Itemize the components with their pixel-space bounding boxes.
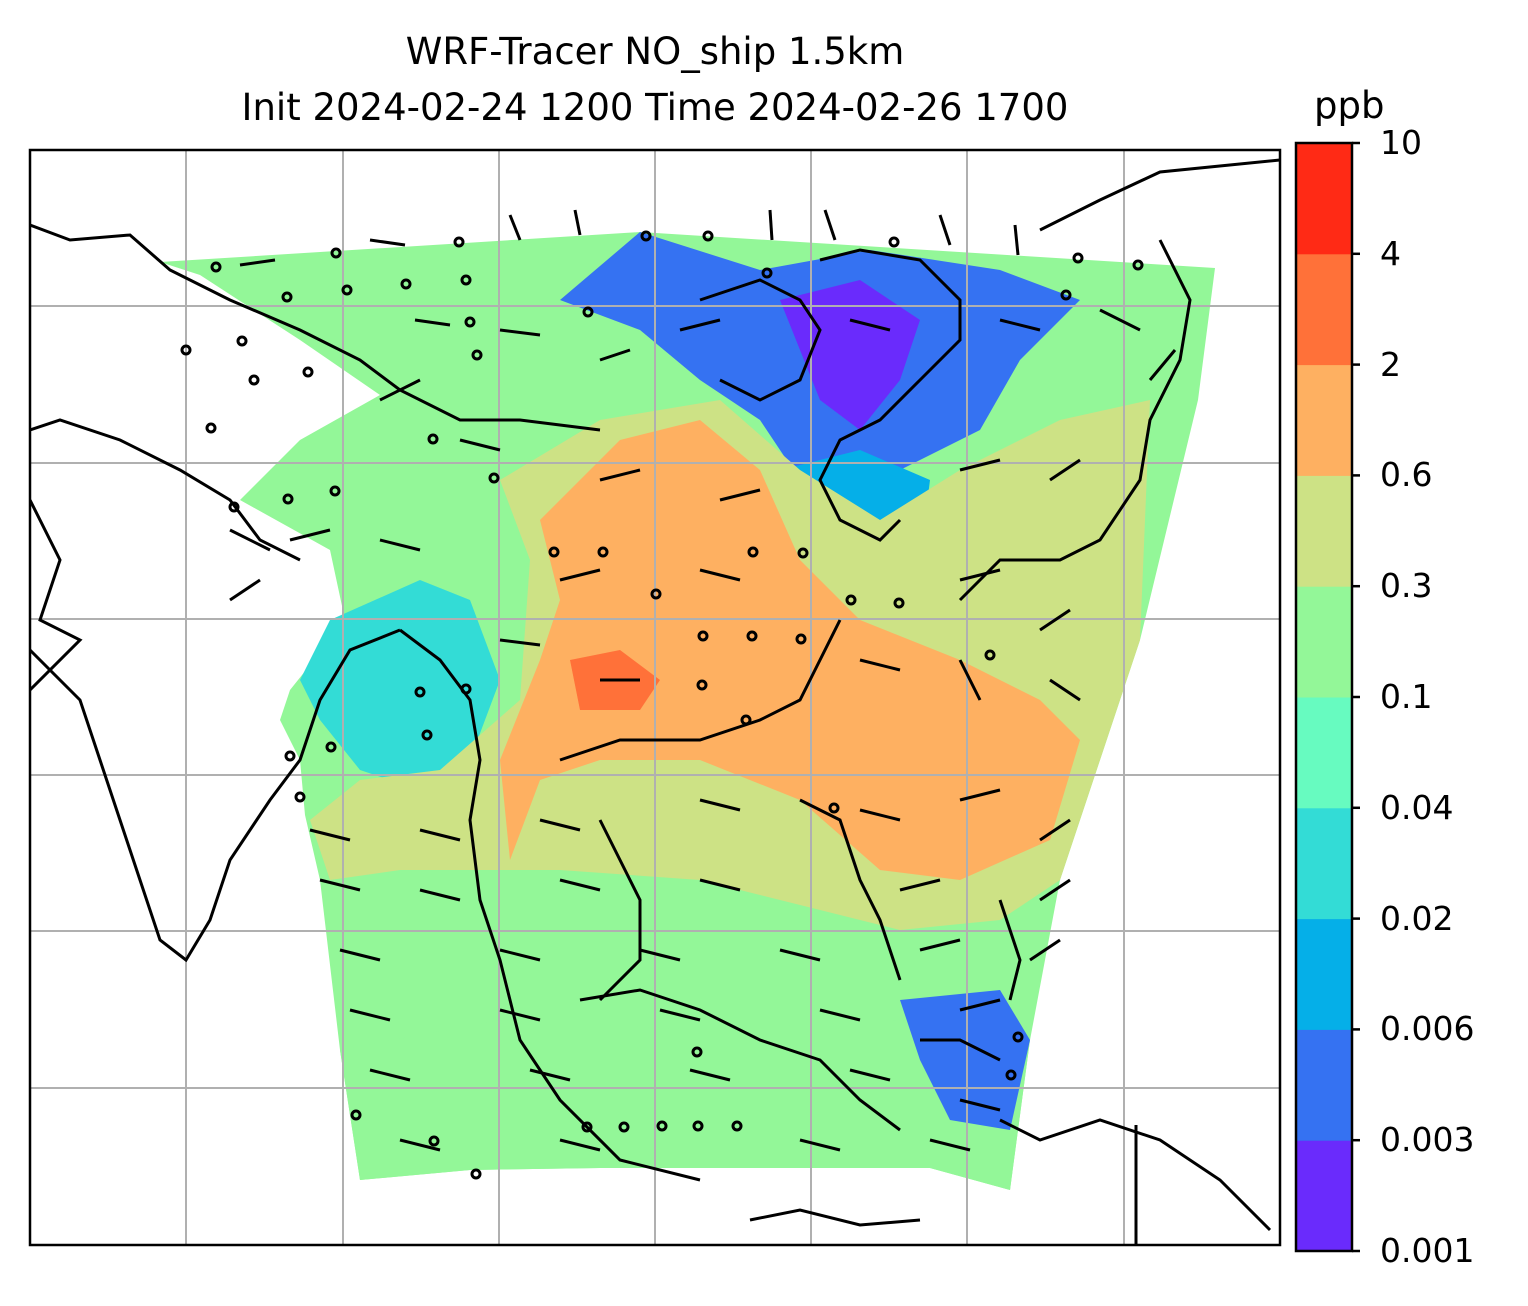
calm-wind-circles bbox=[180, 230, 1144, 1180]
very-low-region bbox=[780, 280, 920, 430]
colorbar-segment bbox=[1296, 1140, 1352, 1252]
colorbar-tick-label: 2 bbox=[1380, 344, 1401, 384]
south-band bbox=[340, 1020, 1030, 1190]
colorbar-tick-label: 10 bbox=[1380, 123, 1422, 162]
colorbar-tick-label: 0.003 bbox=[1380, 1120, 1475, 1160]
colorbar-tick-label: 0.006 bbox=[1380, 1009, 1475, 1049]
colorbar-frame bbox=[1294, 141, 1354, 1253]
colorbar-segment bbox=[1296, 364, 1352, 476]
colorbar-tick-label: 0.1 bbox=[1380, 677, 1433, 716]
map-frame bbox=[28, 148, 1282, 1247]
chart-title-line1: WRF-Tracer NO_ship 1.5km bbox=[405, 30, 905, 73]
colorbar-tick-label: 0.3 bbox=[1380, 566, 1433, 606]
south-low-patch bbox=[900, 990, 1030, 1130]
colorbar-tick-label: 0.02 bbox=[1380, 898, 1454, 938]
chart-title-line2: Init 2024-02-24 1200 Time 2024-02-26 170… bbox=[241, 86, 1069, 129]
colorbar-segment bbox=[1296, 807, 1352, 920]
gridlines bbox=[30, 150, 1280, 1245]
colorbar-segment bbox=[1296, 697, 1352, 809]
wind-barbs bbox=[229, 209, 1177, 1152]
colorbar-segment bbox=[1296, 586, 1352, 698]
colorbar-segment bbox=[1296, 143, 1352, 255]
colorbar-segment bbox=[1296, 918, 1352, 1030]
colorbar-segment bbox=[1296, 1029, 1352, 1141]
colorbar-tick-label: 4 bbox=[1380, 233, 1401, 273]
high-concentration-core bbox=[500, 420, 1080, 880]
colorbar-tick-label: 0.001 bbox=[1380, 1231, 1475, 1270]
colorbar-unit-label: ppb bbox=[1314, 84, 1385, 127]
colorbar bbox=[1296, 141, 1360, 1253]
colorbar-segment bbox=[1296, 253, 1352, 366]
coastlines bbox=[30, 158, 1280, 1245]
colorbar-segment bbox=[1296, 475, 1352, 587]
colorbar-tick-label: 0.04 bbox=[1380, 787, 1454, 827]
bay-region bbox=[300, 580, 500, 790]
colorbar-tick-label: 0.6 bbox=[1380, 455, 1433, 495]
map-plot-area bbox=[30, 150, 1280, 1245]
